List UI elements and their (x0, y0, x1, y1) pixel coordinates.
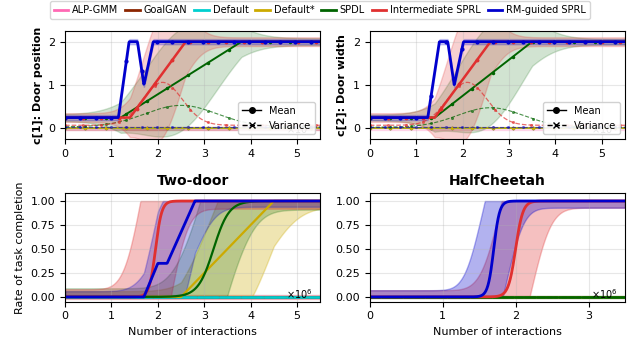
Title: HalfCheetah: HalfCheetah (449, 174, 546, 188)
Text: $\times10^6$: $\times10^6$ (286, 287, 312, 301)
Legend: ALP-GMM, GoalGAN, Default, Default*, SPDL, Intermediate SPRL, RM-guided SPRL: ALP-GMM, GoalGAN, Default, Default*, SPD… (50, 1, 590, 19)
Text: $\times10^6$: $\times10^6$ (591, 122, 618, 136)
X-axis label: Number of interactions: Number of interactions (128, 327, 257, 337)
Legend: Mean, Variance: Mean, Variance (238, 102, 316, 134)
Y-axis label: c[1]: Door position: c[1]: Door position (33, 26, 43, 144)
X-axis label: Number of interactions: Number of interactions (433, 327, 562, 337)
Y-axis label: Rate of task completion: Rate of task completion (15, 181, 25, 314)
Text: $\times10^6$: $\times10^6$ (286, 122, 312, 136)
Y-axis label: c[2]: Door width: c[2]: Door width (337, 34, 348, 136)
Title: Two-door: Two-door (156, 174, 229, 188)
Text: $\times10^6$: $\times10^6$ (591, 287, 618, 301)
Legend: Mean, Variance: Mean, Variance (543, 102, 620, 134)
